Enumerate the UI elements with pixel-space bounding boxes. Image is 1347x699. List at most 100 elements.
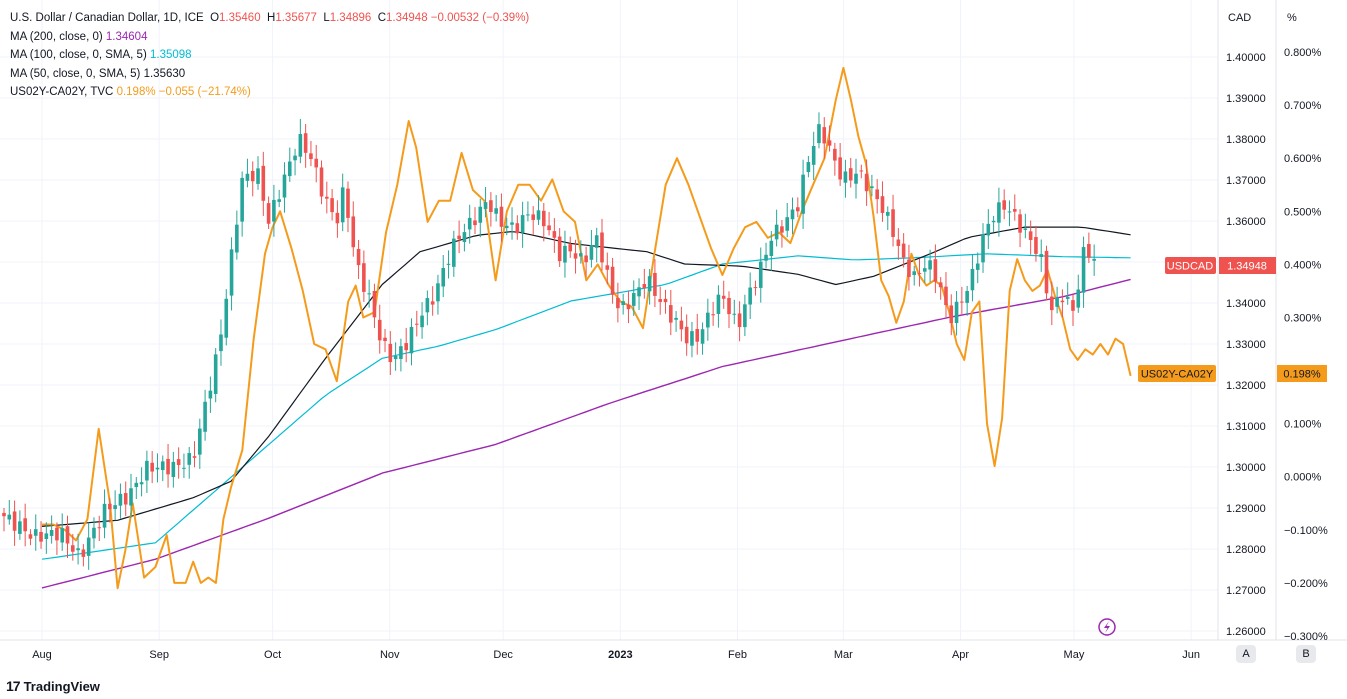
candle-body [467, 217, 472, 230]
candle-body [1028, 231, 1033, 240]
candle-body [70, 545, 75, 552]
candle-body [113, 505, 117, 510]
candle-body [700, 329, 705, 344]
candle-body [198, 428, 202, 455]
legend-close: C1.34948 [377, 12, 428, 24]
lightning-icon[interactable] [1098, 618, 1116, 636]
candle-body [155, 467, 160, 470]
legend-ma100-row[interactable]: MA (100, close, 0, SMA, 5) 1.35098 [10, 46, 529, 65]
auto-scale-button[interactable]: A [1236, 645, 1256, 663]
candle-body [780, 226, 784, 233]
candle-body [409, 326, 414, 354]
candle-body [796, 207, 800, 212]
legend-ma100-value: 1.35098 [149, 49, 192, 61]
candle-body [547, 225, 551, 231]
candle-body [748, 287, 752, 305]
candle-body [1087, 243, 1091, 258]
candle-body [372, 291, 377, 318]
time-tick-label: Nov [380, 649, 400, 661]
candle-body [224, 298, 229, 338]
candle-body [118, 493, 123, 506]
grid-lines [0, 0, 1218, 640]
candle-body [18, 521, 22, 534]
candle-body [60, 528, 65, 543]
candle-body [277, 199, 281, 202]
candle-body [880, 196, 885, 213]
tradingview-logo-icon: 17 [6, 678, 21, 694]
candle-body [23, 518, 27, 532]
candle-body [822, 127, 827, 144]
candle-body [330, 198, 334, 213]
candle-body [129, 488, 133, 506]
price-tick-label: 1.40000 [1226, 52, 1266, 64]
candle-body [489, 200, 493, 212]
pct-tick-label: −0.200% [1284, 578, 1328, 590]
candle-body [1044, 250, 1049, 294]
price-badge: USDCAD 1.34948 [1165, 257, 1276, 274]
candle-body [282, 174, 287, 198]
legend-ma200-row[interactable]: MA (200, close, 0) 1.34604 [10, 28, 529, 47]
pct-tick-label: 0.500% [1284, 206, 1322, 218]
ma100-line [41, 253, 1131, 560]
candle-body [1023, 228, 1028, 230]
pct-tick-label: 0.600% [1284, 153, 1322, 165]
candle-body [663, 298, 668, 303]
candle-body [901, 243, 906, 258]
log-scale-button[interactable]: B [1296, 645, 1316, 663]
candle-body [531, 214, 535, 220]
candle-body [923, 268, 927, 272]
legend-symbol: U.S. Dollar / Canadian Dollar, 1D, ICE [10, 12, 204, 24]
candle-body [817, 124, 821, 144]
legend-main-row[interactable]: U.S. Dollar / Canadian Dollar, 1D, ICE O… [10, 9, 529, 28]
candle-body [584, 255, 588, 263]
candle-body [981, 234, 985, 263]
candle-body [769, 240, 774, 256]
spread-badge: US02Y-CA02Y 0.198% [1138, 365, 1327, 382]
candle-body [706, 312, 710, 328]
candle-body [626, 304, 631, 310]
candle-body [589, 245, 594, 260]
candle-body [891, 209, 895, 237]
candle-body [356, 248, 361, 266]
candle-body [367, 293, 371, 295]
candle-body [123, 493, 128, 505]
candle-body [213, 354, 218, 394]
candle-body [441, 268, 446, 287]
legend-spread-row[interactable]: US02Y-CA02Y, TVC 0.198% −0.055 (−21.74%) [10, 83, 529, 102]
pct-tick-label: 0.000% [1284, 472, 1322, 484]
price-tick-label: 1.26000 [1226, 626, 1266, 638]
candle-body [272, 199, 276, 222]
candle-body [674, 317, 678, 320]
candles [2, 112, 1096, 570]
legend-high: H1.35677 [267, 12, 317, 24]
candle-body [39, 531, 43, 542]
candle-body [579, 253, 583, 257]
candle-body [743, 304, 747, 328]
candle-body [1050, 296, 1054, 311]
candle-body [393, 355, 398, 360]
candle-body [631, 293, 636, 306]
candle-body [997, 202, 1001, 223]
candle-body [404, 343, 408, 351]
candle-body [917, 273, 922, 275]
candle-body [557, 236, 562, 262]
candle-body [870, 186, 874, 189]
pct-tick-label: −0.100% [1284, 525, 1328, 537]
ma50-line [41, 226, 1131, 527]
candle-body [134, 482, 139, 488]
candle-body [436, 283, 440, 302]
candle-body [325, 196, 329, 199]
candle-body [928, 260, 932, 270]
tradingview-footer[interactable]: 17 TradingView [6, 678, 100, 694]
candle-body [563, 245, 567, 263]
legend-ma50-row[interactable]: MA (50, close, 0, SMA, 5) 1.35630 [10, 65, 529, 84]
candle-body [314, 158, 319, 168]
legend-ma50-label: MA (50, close, 0, SMA, 5) [10, 67, 141, 80]
candle-body [457, 235, 461, 240]
candle-body [1060, 300, 1065, 303]
candle-body [848, 168, 853, 181]
candle-body [600, 232, 604, 263]
candle-body [1039, 254, 1044, 257]
candle-body [203, 401, 207, 432]
